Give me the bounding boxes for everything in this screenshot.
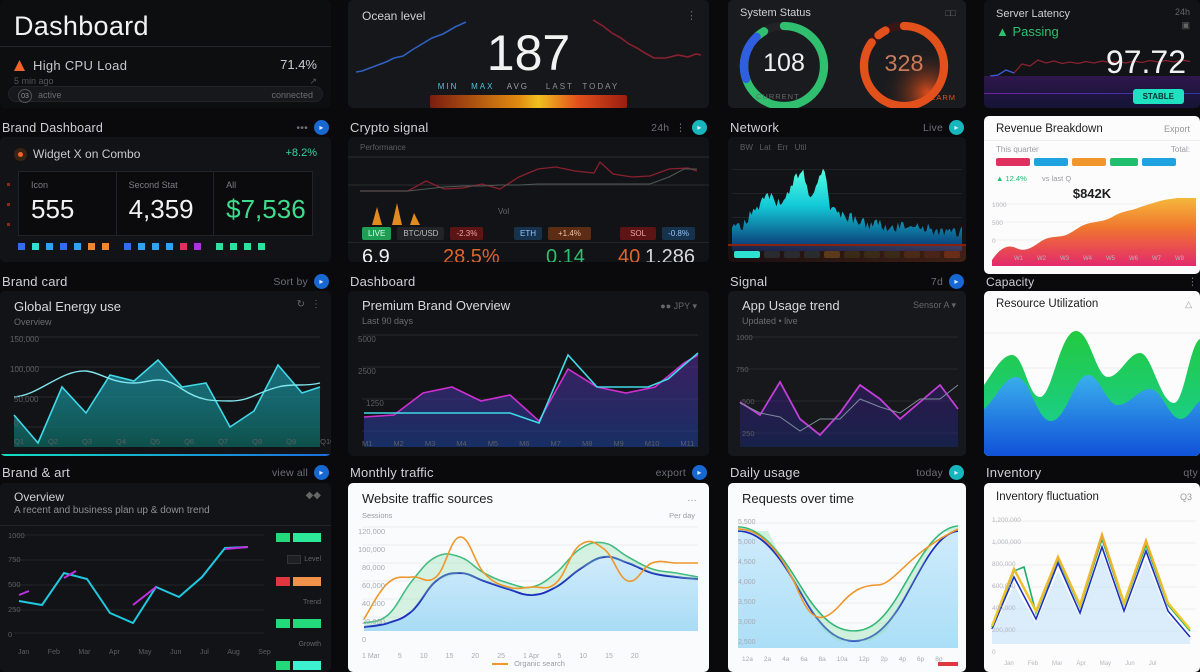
svg-text:108: 108: [763, 49, 805, 77]
svg-text:328: 328: [885, 50, 924, 76]
